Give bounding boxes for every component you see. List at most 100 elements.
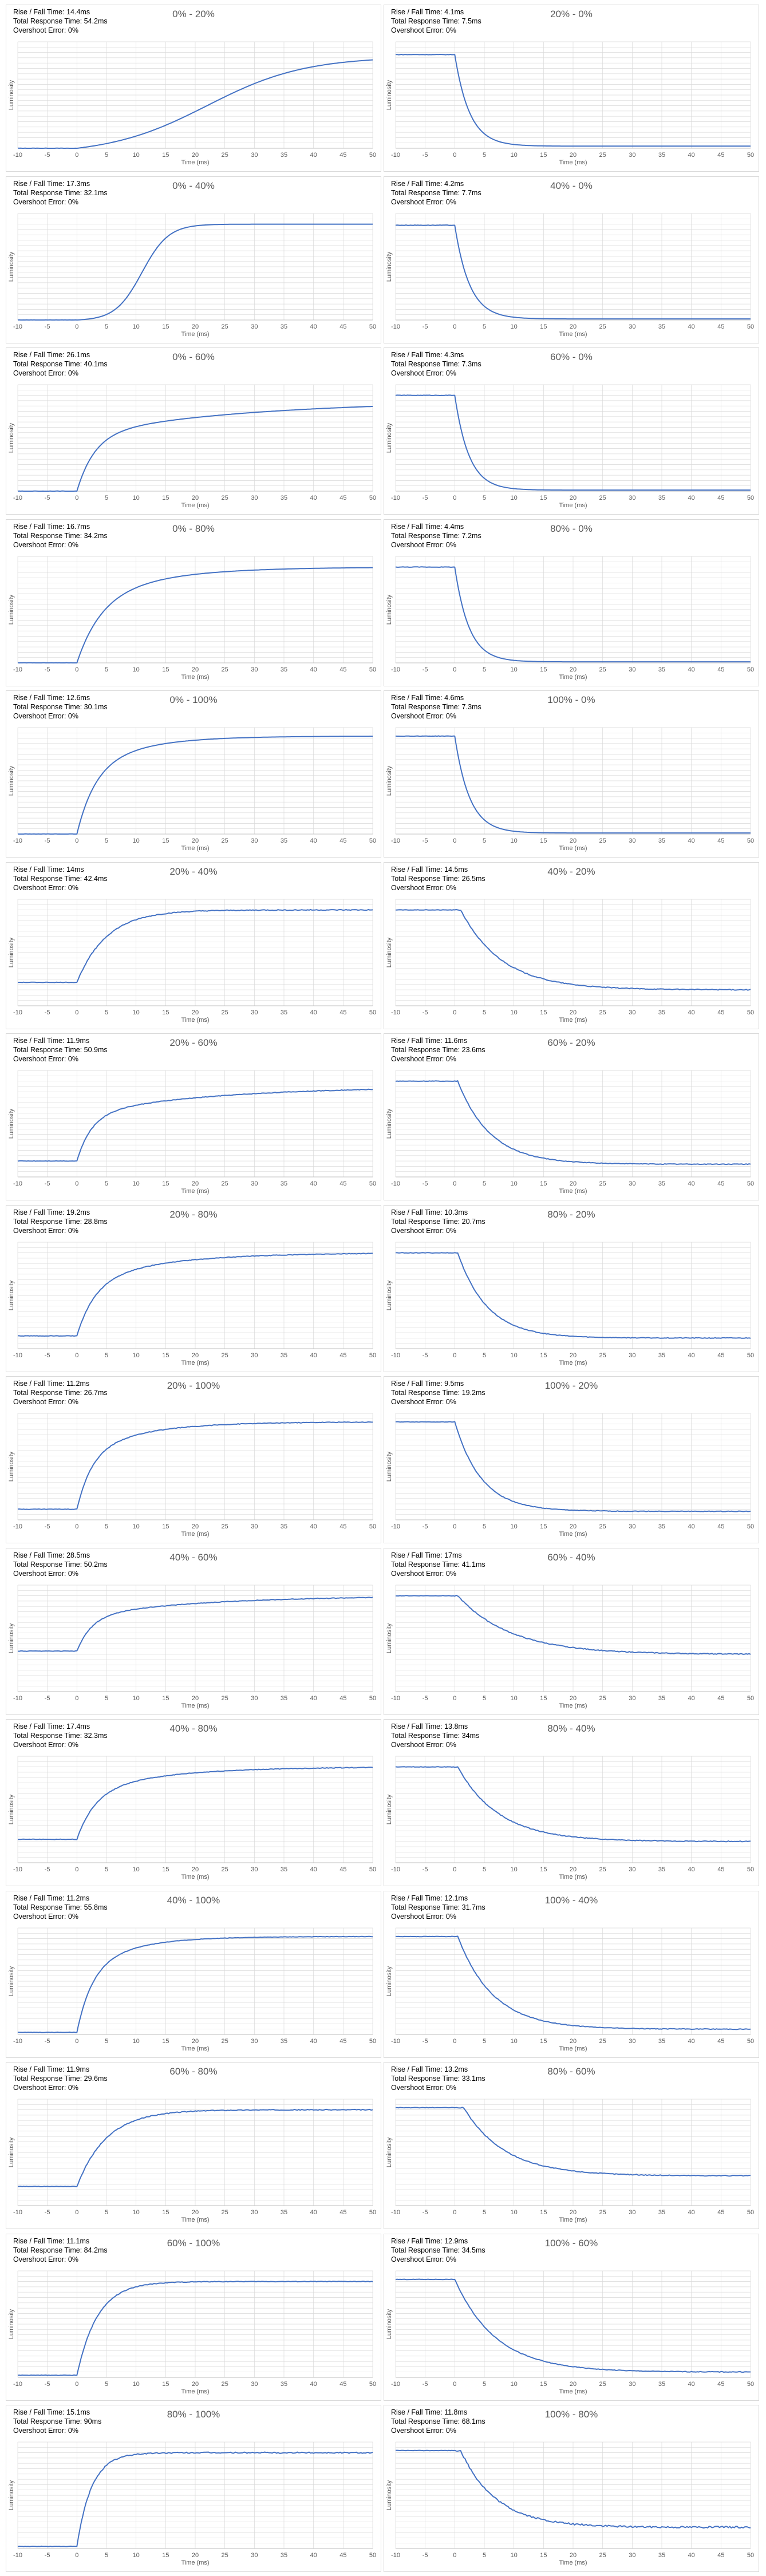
x-tick-label: 25 — [222, 666, 228, 673]
x-tick-label: 5 — [483, 2209, 486, 2216]
y-axis-label: Luminosity — [8, 594, 15, 625]
x-tick-label: 25 — [222, 1523, 228, 1530]
luminosity-chart: -10 -5 0 5 10 15 20 25 30 35 40 45 50 Time (ms) Lumino… — [8, 2270, 376, 2395]
measurement-info: Rise / Fall Time: 4.4ms Total Response Ti… — [391, 522, 481, 550]
x-tick-label: 0 — [75, 1866, 78, 1873]
x-tick-label: 50 — [747, 2552, 754, 2559]
overshoot-error-text: Overshoot Error: 0% — [391, 2084, 456, 2092]
x-tick-label: -10 — [391, 152, 400, 159]
rise-fall-time-text: Rise / Fall Time: 4.6ms — [391, 694, 464, 702]
luminosity-series-line — [17, 908, 373, 983]
total-response-time-text: Total Response Time: 26.5ms — [391, 874, 485, 883]
x-tick-label: 50 — [747, 2038, 754, 2045]
x-tick-label: -5 — [45, 1866, 50, 1873]
x-tick-label: 10 — [511, 837, 518, 844]
x-tick-label: 40 — [310, 1866, 317, 1873]
rise-fall-time-text: Rise / Fall Time: 12.1ms — [391, 1894, 468, 1902]
x-tick-label: 5 — [105, 2038, 108, 2045]
x-tick-label: 10 — [511, 2038, 518, 2045]
gridlines — [395, 1070, 751, 1178]
x-tick-label: 25 — [222, 1866, 228, 1873]
overshoot-error-text: Overshoot Error: 0% — [391, 1398, 456, 1406]
x-tick-label: 45 — [339, 1009, 346, 1016]
total-response-time-text: Total Response Time: 54.2ms — [13, 17, 108, 25]
x-tick-label: -10 — [391, 1695, 400, 1702]
x-tick-label: 20 — [570, 837, 577, 844]
total-response-time-text: Total Response Time: 34.2ms — [13, 531, 108, 540]
total-response-time-text: Total Response Time: 50.9ms — [13, 1046, 108, 1054]
x-tick-label: 30 — [629, 1866, 635, 1873]
luminosity-series-line — [395, 908, 751, 991]
x-tick-label: 0 — [453, 837, 456, 844]
total-response-time-text: Total Response Time: 41.1ms — [391, 1560, 485, 1568]
overshoot-error-text: Overshoot Error: 0% — [391, 540, 456, 549]
luminosity-chart: -10 -5 0 5 10 15 20 25 30 35 40 45 50 Time (ms) Lumino… — [386, 1927, 754, 2052]
x-tick-label: -5 — [423, 2381, 428, 2388]
x-axis-label: Time (ms) — [559, 2217, 587, 2223]
x-tick-label: 20 — [570, 2038, 577, 2045]
x-tick-label: -10 — [13, 1352, 22, 1359]
measurement-info: Rise / Fall Time: 26.1ms Total Response T… — [13, 350, 108, 378]
x-tick-label: 45 — [339, 1523, 346, 1530]
x-tick-label: 20 — [192, 2381, 199, 2388]
x-tick-label: 45 — [339, 666, 346, 673]
overshoot-error-text: Overshoot Error: 0% — [391, 1226, 456, 1235]
x-tick-label: 45 — [339, 2209, 346, 2216]
x-tick-label: 45 — [339, 837, 346, 844]
x-tick-label: 0 — [453, 152, 456, 159]
measurement-info: Rise / Fall Time: 14.5ms Total Response T… — [391, 865, 485, 892]
measurement-info: Rise / Fall Time: 17.3ms Total Response T… — [13, 179, 108, 207]
measurement-info: Rise / Fall Time: 10.3ms Total Response T… — [391, 1208, 485, 1235]
x-tick-label: 15 — [162, 1695, 169, 1702]
x-tick-label: 30 — [629, 2209, 635, 2216]
measurement-info: Rise / Fall Time: 14ms Total Response Tim… — [13, 865, 108, 892]
x-tick-label: 30 — [251, 152, 258, 159]
x-tick-label: 20 — [570, 1866, 577, 1873]
x-tick-label: 0 — [453, 666, 456, 673]
x-tick-label: 10 — [133, 837, 140, 844]
x-tick-label: 45 — [717, 1352, 724, 1359]
x-tick-label: 25 — [222, 1695, 228, 1702]
x-axis-label: Time (ms) — [559, 159, 587, 166]
measurement-info: Rise / Fall Time: 28.5ms Total Response T… — [13, 1551, 108, 1578]
measurement-info: Rise / Fall Time: 9.5ms Total Response Ti… — [391, 1379, 485, 1406]
x-tick-label: 25 — [599, 152, 606, 159]
overshoot-error-text: Overshoot Error: 0% — [391, 712, 456, 720]
x-tick-label: 25 — [599, 666, 606, 673]
rise-fall-time-text: Rise / Fall Time: 13.8ms — [391, 1722, 468, 1730]
x-tick-label: -5 — [423, 837, 428, 844]
luminosity-series-line — [395, 2107, 751, 2177]
x-tick-label: 35 — [281, 2209, 287, 2216]
x-tick-label: 0 — [453, 1866, 456, 1873]
x-tick-label: 0 — [453, 2209, 456, 2216]
x-tick-label: 40 — [310, 1352, 317, 1359]
overshoot-error-text: Overshoot Error: 0% — [391, 1741, 456, 1749]
overshoot-error-text: Overshoot Error: 0% — [13, 1398, 78, 1406]
x-axis-label: Time (ms) — [181, 1188, 209, 1195]
x-tick-label: 45 — [339, 2038, 346, 2045]
x-tick-label: -10 — [391, 2552, 400, 2559]
x-tick-label: 10 — [133, 2552, 140, 2559]
overshoot-error-text: Overshoot Error: 0% — [391, 369, 456, 377]
x-axis-label: Time (ms) — [559, 674, 587, 681]
overshoot-error-text: Overshoot Error: 0% — [13, 2255, 78, 2263]
x-tick-label: 5 — [483, 2381, 486, 2388]
x-tick-label: 0 — [453, 1009, 456, 1016]
x-tick-label: -10 — [391, 837, 400, 844]
luminosity-chart: -10 -5 0 5 10 15 20 25 30 35 40 45 50 Time (ms) Lumino… — [8, 1585, 376, 1709]
total-response-time-text: Total Response Time: 7.3ms — [391, 703, 481, 711]
x-tick-label: 50 — [747, 152, 754, 159]
x-tick-label: 0 — [75, 666, 78, 673]
measurement-info: Rise / Fall Time: 11.2ms Total Response T… — [13, 1379, 108, 1406]
chart-panel: -10 -5 0 5 10 15 20 25 30 35 40 45 50 Time (ms) Lumino… — [384, 1547, 759, 1715]
luminosity-chart: -10 -5 0 5 10 15 20 25 30 35 40 45 50 Time (ms) Lumino… — [386, 1585, 754, 1709]
gridlines — [17, 727, 373, 835]
x-tick-label: 35 — [281, 1352, 287, 1359]
x-tick-label: 40 — [310, 2552, 317, 2559]
x-tick-label: 30 — [629, 1695, 635, 1702]
x-tick-label: 35 — [658, 323, 665, 330]
total-response-time-text: Total Response Time: 68.1ms — [391, 2417, 485, 2425]
x-tick-label: 10 — [133, 2038, 140, 2045]
gridlines — [395, 727, 751, 835]
x-tick-label: 15 — [540, 2209, 547, 2216]
